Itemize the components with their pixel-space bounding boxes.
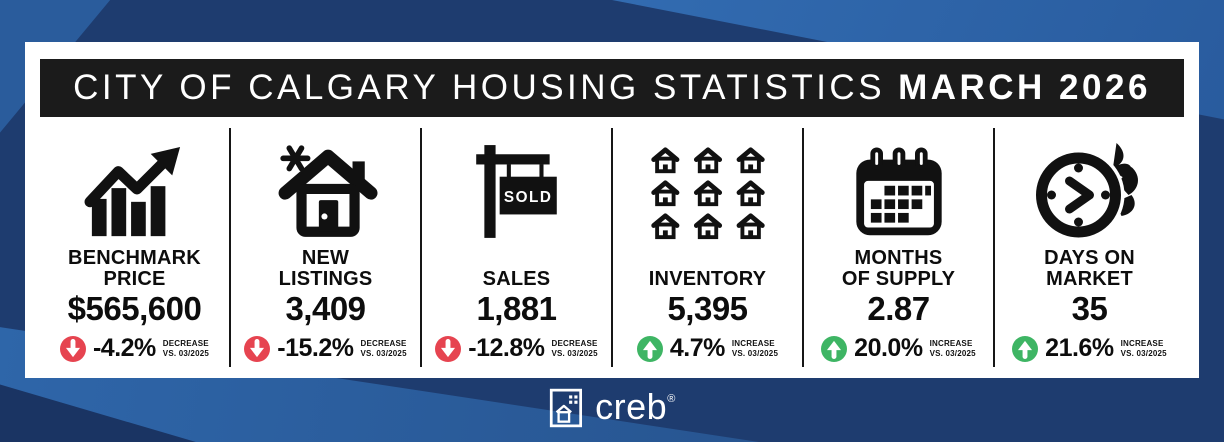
- stat-value: 5,395: [667, 290, 748, 327]
- column-divider: [420, 128, 422, 367]
- stat-label-line1: DAYS ON: [1044, 246, 1135, 269]
- stat-change: 20.0% INCREASE VS. 03/2025: [821, 334, 976, 363]
- stat-change-percent: 20.0%: [854, 334, 923, 363]
- stat-label: MONTHS OF SUPPLY: [842, 246, 955, 290]
- stat-label-line2: MARKET: [1046, 267, 1133, 290]
- stat-change-percent: 4.7%: [669, 334, 725, 363]
- registered-trademark-symbol: ®: [667, 393, 676, 405]
- stat-change-direction-label: INCREASE: [1120, 339, 1164, 349]
- stat-change-desc: INCREASE VS. 03/2025: [930, 339, 976, 358]
- column-divider: [802, 128, 804, 367]
- page-title-period: MARCH 2026: [898, 68, 1151, 107]
- stat-change-desc: INCREASE VS. 03/2025: [1121, 339, 1167, 358]
- stat-sales: SOLD SALES 1,881 -12.8% DECREA: [422, 125, 611, 370]
- stat-change-desc: DECREASE VS. 03/2025: [551, 339, 597, 358]
- stat-change: 21.6% INCREASE VS. 03/2025: [1012, 334, 1167, 363]
- stat-label-line2: OF SUPPLY: [841, 267, 956, 290]
- stat-change-compare-label: VS. 03/2025: [731, 348, 779, 358]
- stat-change-compare-label: VS. 03/2025: [162, 348, 210, 358]
- stat-label: NEW LISTINGS: [279, 246, 373, 290]
- stat-label-line1: BENCHMARK: [68, 246, 201, 269]
- creb-logo-text: creb®: [595, 386, 676, 427]
- stat-change-direction-label: INCREASE: [929, 339, 973, 349]
- stat-label-line1: MONTHS: [854, 246, 943, 269]
- column-divider: [611, 128, 613, 367]
- stat-change-percent: 21.6%: [1045, 334, 1114, 363]
- stats-row: BENCHMARK PRICE $565,600 -4.2% DECREASE …: [40, 125, 1184, 370]
- stat-change: 4.7% INCREASE VS. 03/2025: [636, 334, 778, 363]
- stat-change: -12.8% DECREASE VS. 03/2025: [435, 334, 598, 363]
- clock-on-fire-icon: [1026, 129, 1154, 243]
- increase-arrow-icon: [821, 335, 848, 362]
- stat-days-on-market: DAYS ON MARKET 35 21.6% INCREASE: [995, 125, 1184, 370]
- stat-change-compare-label: VS. 03/2025: [551, 348, 598, 358]
- stat-change: -15.2% DECREASE VS. 03/2025: [244, 334, 407, 363]
- stat-label: BENCHMARK PRICE: [68, 246, 201, 290]
- sold-sign-icon: SOLD: [461, 129, 573, 243]
- increase-arrow-icon: [1012, 335, 1039, 362]
- new-house-icon: [265, 129, 387, 243]
- column-divider: [229, 128, 231, 367]
- stat-value: 1,881: [476, 290, 557, 327]
- stat-new-listings: NEW LISTINGS 3,409 -15.2% DECREASE VS. 0…: [231, 125, 420, 370]
- column-divider: [993, 128, 995, 367]
- footer-logo: creb®: [0, 387, 1224, 437]
- stat-value: $565,600: [67, 290, 202, 327]
- decrease-arrow-icon: [59, 335, 86, 362]
- stats-card: CITY OF CALGARY HOUSING STATISTICS MARCH…: [25, 42, 1199, 378]
- stat-change-percent: -15.2%: [277, 334, 354, 363]
- page-title: CITY OF CALGARY HOUSING STATISTICS: [73, 68, 886, 107]
- stat-label: SALES: [483, 246, 551, 290]
- stat-change-percent: -4.2%: [92, 334, 156, 363]
- stat-inventory: INVENTORY 5,395 4.7% INCREASE: [613, 125, 802, 370]
- stat-change-compare-label: VS. 03/2025: [1120, 348, 1167, 358]
- stat-change-direction-label: INCREASE: [731, 339, 775, 349]
- stat-change-compare-label: VS. 03/2025: [929, 348, 976, 358]
- stat-change-desc: DECREASE VS. 03/2025: [163, 339, 209, 358]
- increase-arrow-icon: [636, 335, 663, 362]
- stat-label: INVENTORY: [649, 246, 766, 290]
- stat-change-direction-label: DECREASE: [551, 339, 598, 349]
- stat-change-percent: -12.8%: [468, 334, 545, 363]
- stat-change-desc: DECREASE VS. 03/2025: [360, 339, 406, 358]
- creb-logo-icon: [550, 388, 583, 428]
- svg-text:SOLD: SOLD: [503, 189, 552, 206]
- stat-change-direction-label: DECREASE: [162, 339, 209, 349]
- stat-label-line2: PRICE: [103, 267, 166, 290]
- stat-change-desc: INCREASE VS. 03/2025: [732, 339, 778, 358]
- stat-value: 3,409: [285, 290, 366, 327]
- stat-value: 35: [1071, 290, 1108, 327]
- stat-label-line1: SALES: [482, 267, 551, 290]
- stat-change: -4.2% DECREASE VS. 03/2025: [59, 334, 209, 363]
- stat-benchmark-price: BENCHMARK PRICE $565,600 -4.2% DECREASE …: [40, 125, 229, 370]
- title-bar: CITY OF CALGARY HOUSING STATISTICS MARCH…: [40, 59, 1184, 117]
- bar-chart-trend-up-icon: [71, 129, 199, 243]
- stat-change-direction-label: DECREASE: [360, 339, 407, 349]
- stat-label: DAYS ON MARKET: [1044, 246, 1135, 290]
- stat-label-line1: NEW: [301, 246, 350, 269]
- stat-label-line1: INVENTORY: [648, 267, 767, 290]
- calendar-icon: [843, 129, 955, 243]
- stat-change-compare-label: VS. 03/2025: [360, 348, 407, 358]
- houses-grid-icon: [645, 129, 771, 243]
- stat-value: 2.87: [867, 290, 930, 327]
- decrease-arrow-icon: [244, 335, 271, 362]
- stat-label-line2: LISTINGS: [278, 267, 373, 290]
- decrease-arrow-icon: [435, 335, 462, 362]
- stat-months-of-supply: MONTHS OF SUPPLY 2.87 20.0% INCREASE: [804, 125, 993, 370]
